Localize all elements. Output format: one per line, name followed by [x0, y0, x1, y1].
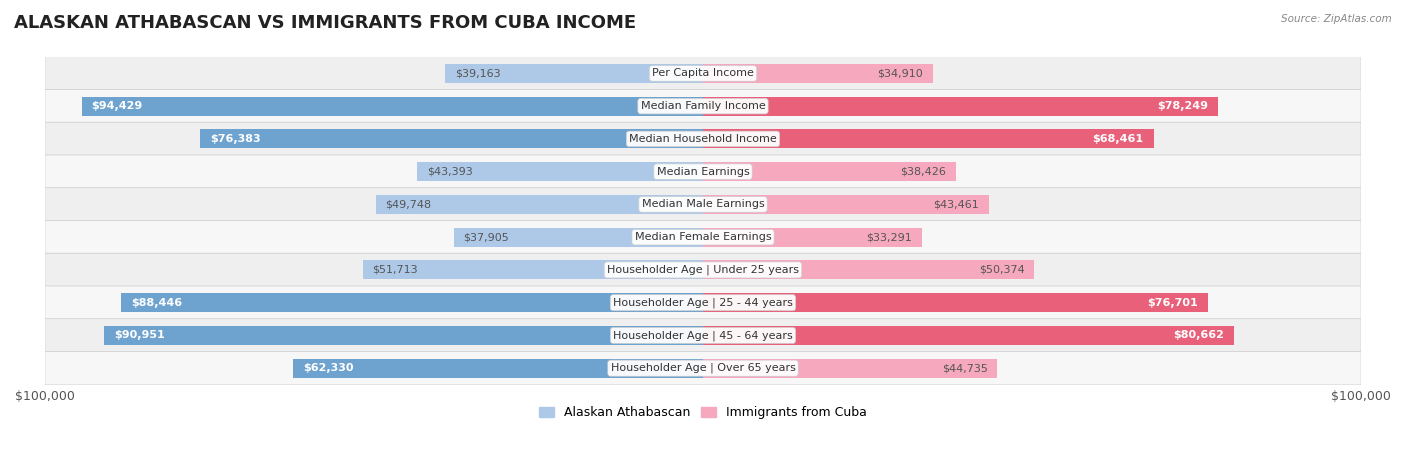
Bar	[104, 326, 703, 345]
Bar	[200, 129, 703, 149]
Bar	[703, 359, 997, 378]
Bar	[375, 195, 703, 214]
FancyBboxPatch shape	[45, 318, 1361, 352]
Text: Median Household Income: Median Household Income	[628, 134, 778, 144]
Text: Householder Age | Under 25 years: Householder Age | Under 25 years	[607, 265, 799, 275]
Text: Per Capita Income: Per Capita Income	[652, 68, 754, 78]
Text: $80,662: $80,662	[1173, 331, 1225, 340]
Text: Median Female Earnings: Median Female Earnings	[634, 232, 772, 242]
Text: Source: ZipAtlas.com: Source: ZipAtlas.com	[1281, 14, 1392, 24]
Bar	[82, 97, 703, 116]
Text: $51,713: $51,713	[373, 265, 418, 275]
Bar	[292, 359, 703, 378]
Text: Median Male Earnings: Median Male Earnings	[641, 199, 765, 209]
Text: $68,461: $68,461	[1092, 134, 1143, 144]
FancyBboxPatch shape	[45, 352, 1361, 385]
Text: $38,426: $38,426	[900, 167, 946, 177]
FancyBboxPatch shape	[45, 253, 1361, 287]
Bar	[703, 64, 932, 83]
Bar	[703, 162, 956, 181]
FancyBboxPatch shape	[45, 122, 1361, 156]
Text: $44,735: $44,735	[942, 363, 987, 373]
Text: Householder Age | 45 - 64 years: Householder Age | 45 - 64 years	[613, 330, 793, 341]
Text: $33,291: $33,291	[866, 232, 912, 242]
Bar	[703, 228, 922, 247]
Text: ALASKAN ATHABASCAN VS IMMIGRANTS FROM CUBA INCOME: ALASKAN ATHABASCAN VS IMMIGRANTS FROM CU…	[14, 14, 636, 32]
Text: $34,910: $34,910	[877, 68, 922, 78]
FancyBboxPatch shape	[45, 286, 1361, 319]
Bar	[418, 162, 703, 181]
Bar	[703, 129, 1153, 149]
Bar	[703, 195, 988, 214]
FancyBboxPatch shape	[45, 90, 1361, 123]
Bar	[363, 261, 703, 279]
Text: Median Earnings: Median Earnings	[657, 167, 749, 177]
FancyBboxPatch shape	[45, 155, 1361, 188]
Bar	[703, 97, 1218, 116]
Bar	[703, 293, 1208, 312]
Text: $62,330: $62,330	[302, 363, 353, 373]
FancyBboxPatch shape	[45, 188, 1361, 221]
Text: $90,951: $90,951	[114, 331, 165, 340]
FancyBboxPatch shape	[45, 57, 1361, 90]
Text: $37,905: $37,905	[464, 232, 509, 242]
Text: Median Family Income: Median Family Income	[641, 101, 765, 111]
Text: $39,163: $39,163	[456, 68, 501, 78]
Text: $88,446: $88,446	[131, 297, 181, 308]
Legend: Alaskan Athabascan, Immigrants from Cuba: Alaskan Athabascan, Immigrants from Cuba	[534, 401, 872, 424]
Text: $50,374: $50,374	[979, 265, 1025, 275]
Text: Householder Age | 25 - 44 years: Householder Age | 25 - 44 years	[613, 297, 793, 308]
FancyBboxPatch shape	[45, 220, 1361, 254]
Text: $76,383: $76,383	[211, 134, 262, 144]
Bar	[703, 326, 1234, 345]
Text: $43,393: $43,393	[427, 167, 472, 177]
Bar	[454, 228, 703, 247]
Text: Householder Age | Over 65 years: Householder Age | Over 65 years	[610, 363, 796, 374]
Text: $43,461: $43,461	[934, 199, 979, 209]
Text: $78,249: $78,249	[1157, 101, 1208, 111]
Bar	[703, 261, 1035, 279]
Text: $49,748: $49,748	[385, 199, 432, 209]
Bar	[446, 64, 703, 83]
Text: $94,429: $94,429	[91, 101, 143, 111]
Text: $76,701: $76,701	[1147, 297, 1198, 308]
Bar	[121, 293, 703, 312]
